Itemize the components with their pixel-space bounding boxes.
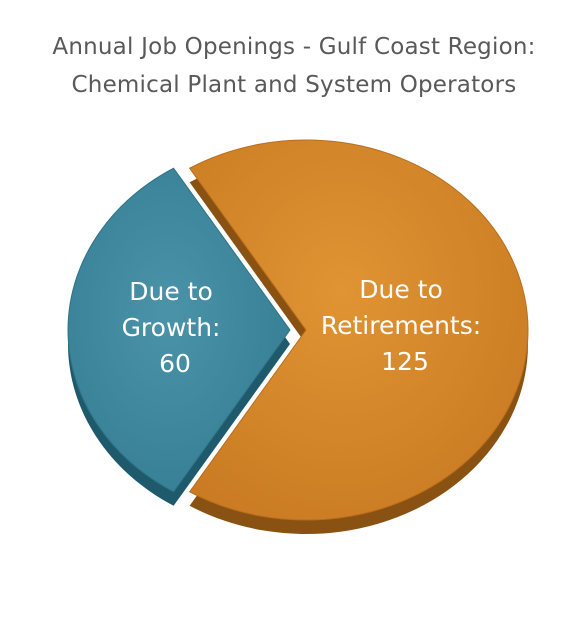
retirements-slice [188,139,529,521]
growth-label-line-3: 60 [159,349,191,378]
retirements-label-line-3: 125 [381,347,429,376]
retirements-slice-label: Due to Retirements: 125 [321,275,489,376]
growth-label-line-2: Growth: [122,313,221,342]
chart-title-line-1: Annual Job Openings - Gulf Coast Region: [52,34,536,60]
growth-slice [67,167,291,493]
growth-label-line-1: Due to [129,277,213,306]
chart-title: Annual Job Openings - Gulf Coast Region:… [0,28,588,104]
retirements-label-line-2: Retirements: [321,311,481,340]
chart-title-line-2: Chemical Plant and System Operators [71,72,517,98]
growth-slice-label: Due to Growth: 60 [122,277,229,378]
retirements-label-line-1: Due to [359,275,443,304]
